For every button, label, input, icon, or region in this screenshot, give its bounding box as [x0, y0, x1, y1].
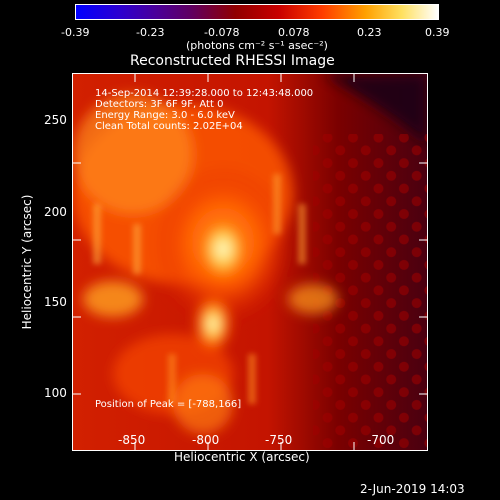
x-axis-label: Heliocentric X (arcsec) — [174, 450, 310, 464]
y-axis-label: Heliocentric Y (arcsec) — [20, 194, 34, 330]
colorbar-tick-2: -0.23 — [136, 26, 165, 39]
colorbar — [75, 4, 439, 20]
info-line-2: Detectors: 3F 6F 9F, Att 0 — [95, 99, 224, 110]
x-tick-label-3: -750 — [265, 433, 293, 447]
x-tick-label-1: -850 — [118, 433, 146, 447]
y-tick-label-2: 150 — [44, 295, 67, 309]
y-tick-label-1: 100 — [44, 386, 67, 400]
y-tick-label-3: 200 — [44, 205, 67, 219]
x-tick-label-2: -800 — [192, 433, 220, 447]
axis-ticks — [73, 74, 427, 450]
rhessi-image — [73, 74, 427, 450]
y-tick-label-4: 250 — [44, 113, 67, 127]
peak-position-label: Position of Peak = [-788,166] — [95, 399, 242, 410]
info-line-4: Clean Total counts: 2.02E+04 — [95, 121, 243, 132]
info-line-1: 14-Sep-2014 12:39:28.000 to 12:43:48.000 — [95, 88, 314, 99]
colorbar-tick-4: 0.078 — [278, 26, 310, 39]
colorbar-units-label: (photons cm⁻² s⁻¹ asec⁻²) — [186, 39, 328, 52]
colorbar-tick-3: -0.078 — [204, 26, 240, 39]
plot-title: Reconstructed RHESSI Image — [130, 53, 335, 69]
timestamp: 2-Jun-2019 14:03 — [360, 482, 465, 496]
colorbar-tick-5: 0.23 — [357, 26, 382, 39]
plot-frame: 14-Sep-2014 12:39:28.000 to 12:43:48.000… — [72, 73, 428, 451]
colorbar-tick-6: 0.39 — [425, 26, 450, 39]
x-tick-label-4: -700 — [367, 433, 395, 447]
info-line-3: Energy Range: 3.0 - 6.0 keV — [95, 110, 235, 121]
colorbar-tick-1: -0.39 — [61, 26, 90, 39]
